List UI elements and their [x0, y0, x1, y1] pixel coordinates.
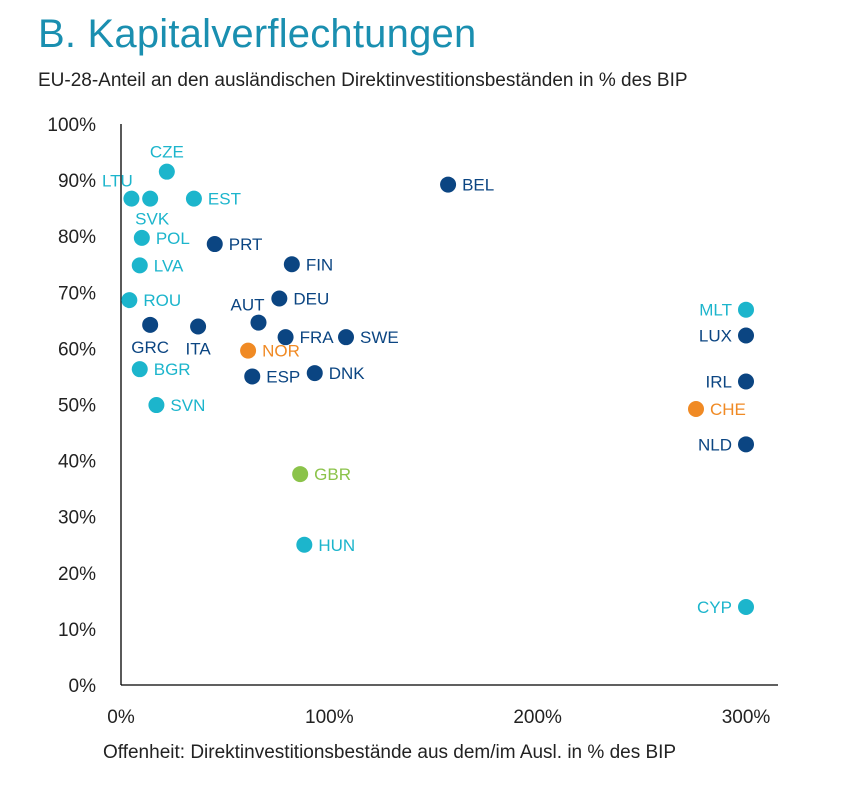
point-label-lux: LUX	[699, 326, 732, 345]
point-cyp	[738, 599, 754, 616]
point-nor	[240, 342, 257, 359]
y-tick-label: 60%	[58, 339, 96, 360]
y-tick-label: 20%	[58, 564, 96, 585]
x-tick-label: 100%	[305, 707, 354, 728]
point-ita	[190, 318, 207, 335]
point-label-dnk: DNK	[329, 364, 366, 383]
point-cze	[158, 163, 175, 180]
y-tick-label: 40%	[58, 452, 96, 473]
point-label-lva: LVA	[154, 256, 184, 275]
point-mlt	[738, 301, 754, 318]
point-bgr	[131, 361, 148, 378]
point-prt	[206, 236, 223, 253]
point-label-fra: FRA	[300, 328, 335, 347]
point-label-che: CHE	[710, 400, 746, 419]
point-nld	[738, 436, 754, 453]
point-grc	[142, 316, 159, 333]
point-lva	[131, 257, 148, 274]
x-tick-label: 200%	[513, 707, 562, 728]
point-label-prt: PRT	[229, 235, 263, 254]
point-che	[688, 400, 704, 417]
point-esp	[244, 368, 261, 385]
point-label-aut: AUT	[231, 296, 265, 315]
point-est	[185, 190, 202, 207]
point-bel	[440, 176, 457, 193]
point-label-swe: SWE	[360, 328, 399, 347]
point-label-nld: NLD	[698, 435, 732, 454]
point-hun	[296, 536, 313, 553]
point-pol	[133, 229, 150, 246]
point-svk	[142, 190, 159, 207]
point-label-est: EST	[208, 190, 241, 209]
point-label-ita: ITA	[185, 340, 211, 359]
chart-subtitle: EU-28-Anteil an den ausländischen Direkt…	[38, 70, 688, 91]
y-tick-label: 90%	[58, 171, 96, 192]
point-label-fin: FIN	[306, 255, 333, 274]
point-fra	[277, 329, 294, 346]
point-label-pol: POL	[156, 229, 190, 248]
point-gbr	[292, 466, 309, 483]
point-fin	[283, 256, 300, 273]
point-label-bgr: BGR	[154, 360, 191, 379]
point-label-cze: CZE	[150, 143, 184, 162]
chart-title: B. Kapitalverflechtungen	[38, 12, 477, 56]
point-label-svk: SVK	[135, 210, 170, 229]
point-svn	[148, 397, 165, 414]
x-axis-label: Offenheit: Direktinvestitionsbestände au…	[103, 742, 677, 763]
y-tick-label: 30%	[58, 508, 96, 529]
point-label-grc: GRC	[131, 338, 169, 357]
point-aut	[250, 314, 267, 331]
point-label-cyp: CYP	[697, 598, 732, 617]
point-swe	[338, 329, 354, 346]
chart-ticks: 0% 10% 20% 30% 40% 50% 60% 70% 80% 90% 100% 0% 100% 2…	[47, 115, 770, 728]
point-ltu	[123, 190, 140, 207]
x-tick-label: 0%	[107, 707, 135, 728]
point-label-deu: DEU	[293, 289, 329, 308]
y-tick-label: 10%	[58, 620, 96, 641]
y-tick-label: 0%	[69, 676, 97, 697]
point-irl	[738, 373, 754, 390]
y-tick-label: 50%	[58, 396, 96, 417]
point-rou	[121, 292, 138, 309]
point-label-nor: NOR	[262, 342, 300, 361]
point-label-gbr: GBR	[314, 465, 351, 484]
point-lux	[738, 327, 754, 344]
point-label-ltu: LTU	[102, 172, 133, 191]
point-dnk	[306, 365, 323, 382]
point-deu	[271, 290, 288, 307]
y-tick-label: 100%	[47, 115, 96, 136]
point-label-rou: ROU	[143, 291, 181, 310]
y-tick-label: 80%	[58, 227, 96, 248]
point-label-bel: BEL	[462, 176, 494, 195]
point-label-irl: IRL	[706, 372, 732, 391]
point-label-svn: SVN	[170, 396, 205, 415]
chart-axes	[120, 124, 778, 686]
point-label-mlt: MLT	[699, 301, 732, 320]
x-tick-label: 300%	[722, 707, 771, 728]
point-label-hun: HUN	[318, 536, 355, 555]
y-tick-label: 70%	[58, 283, 96, 304]
point-label-esp: ESP	[266, 367, 300, 386]
